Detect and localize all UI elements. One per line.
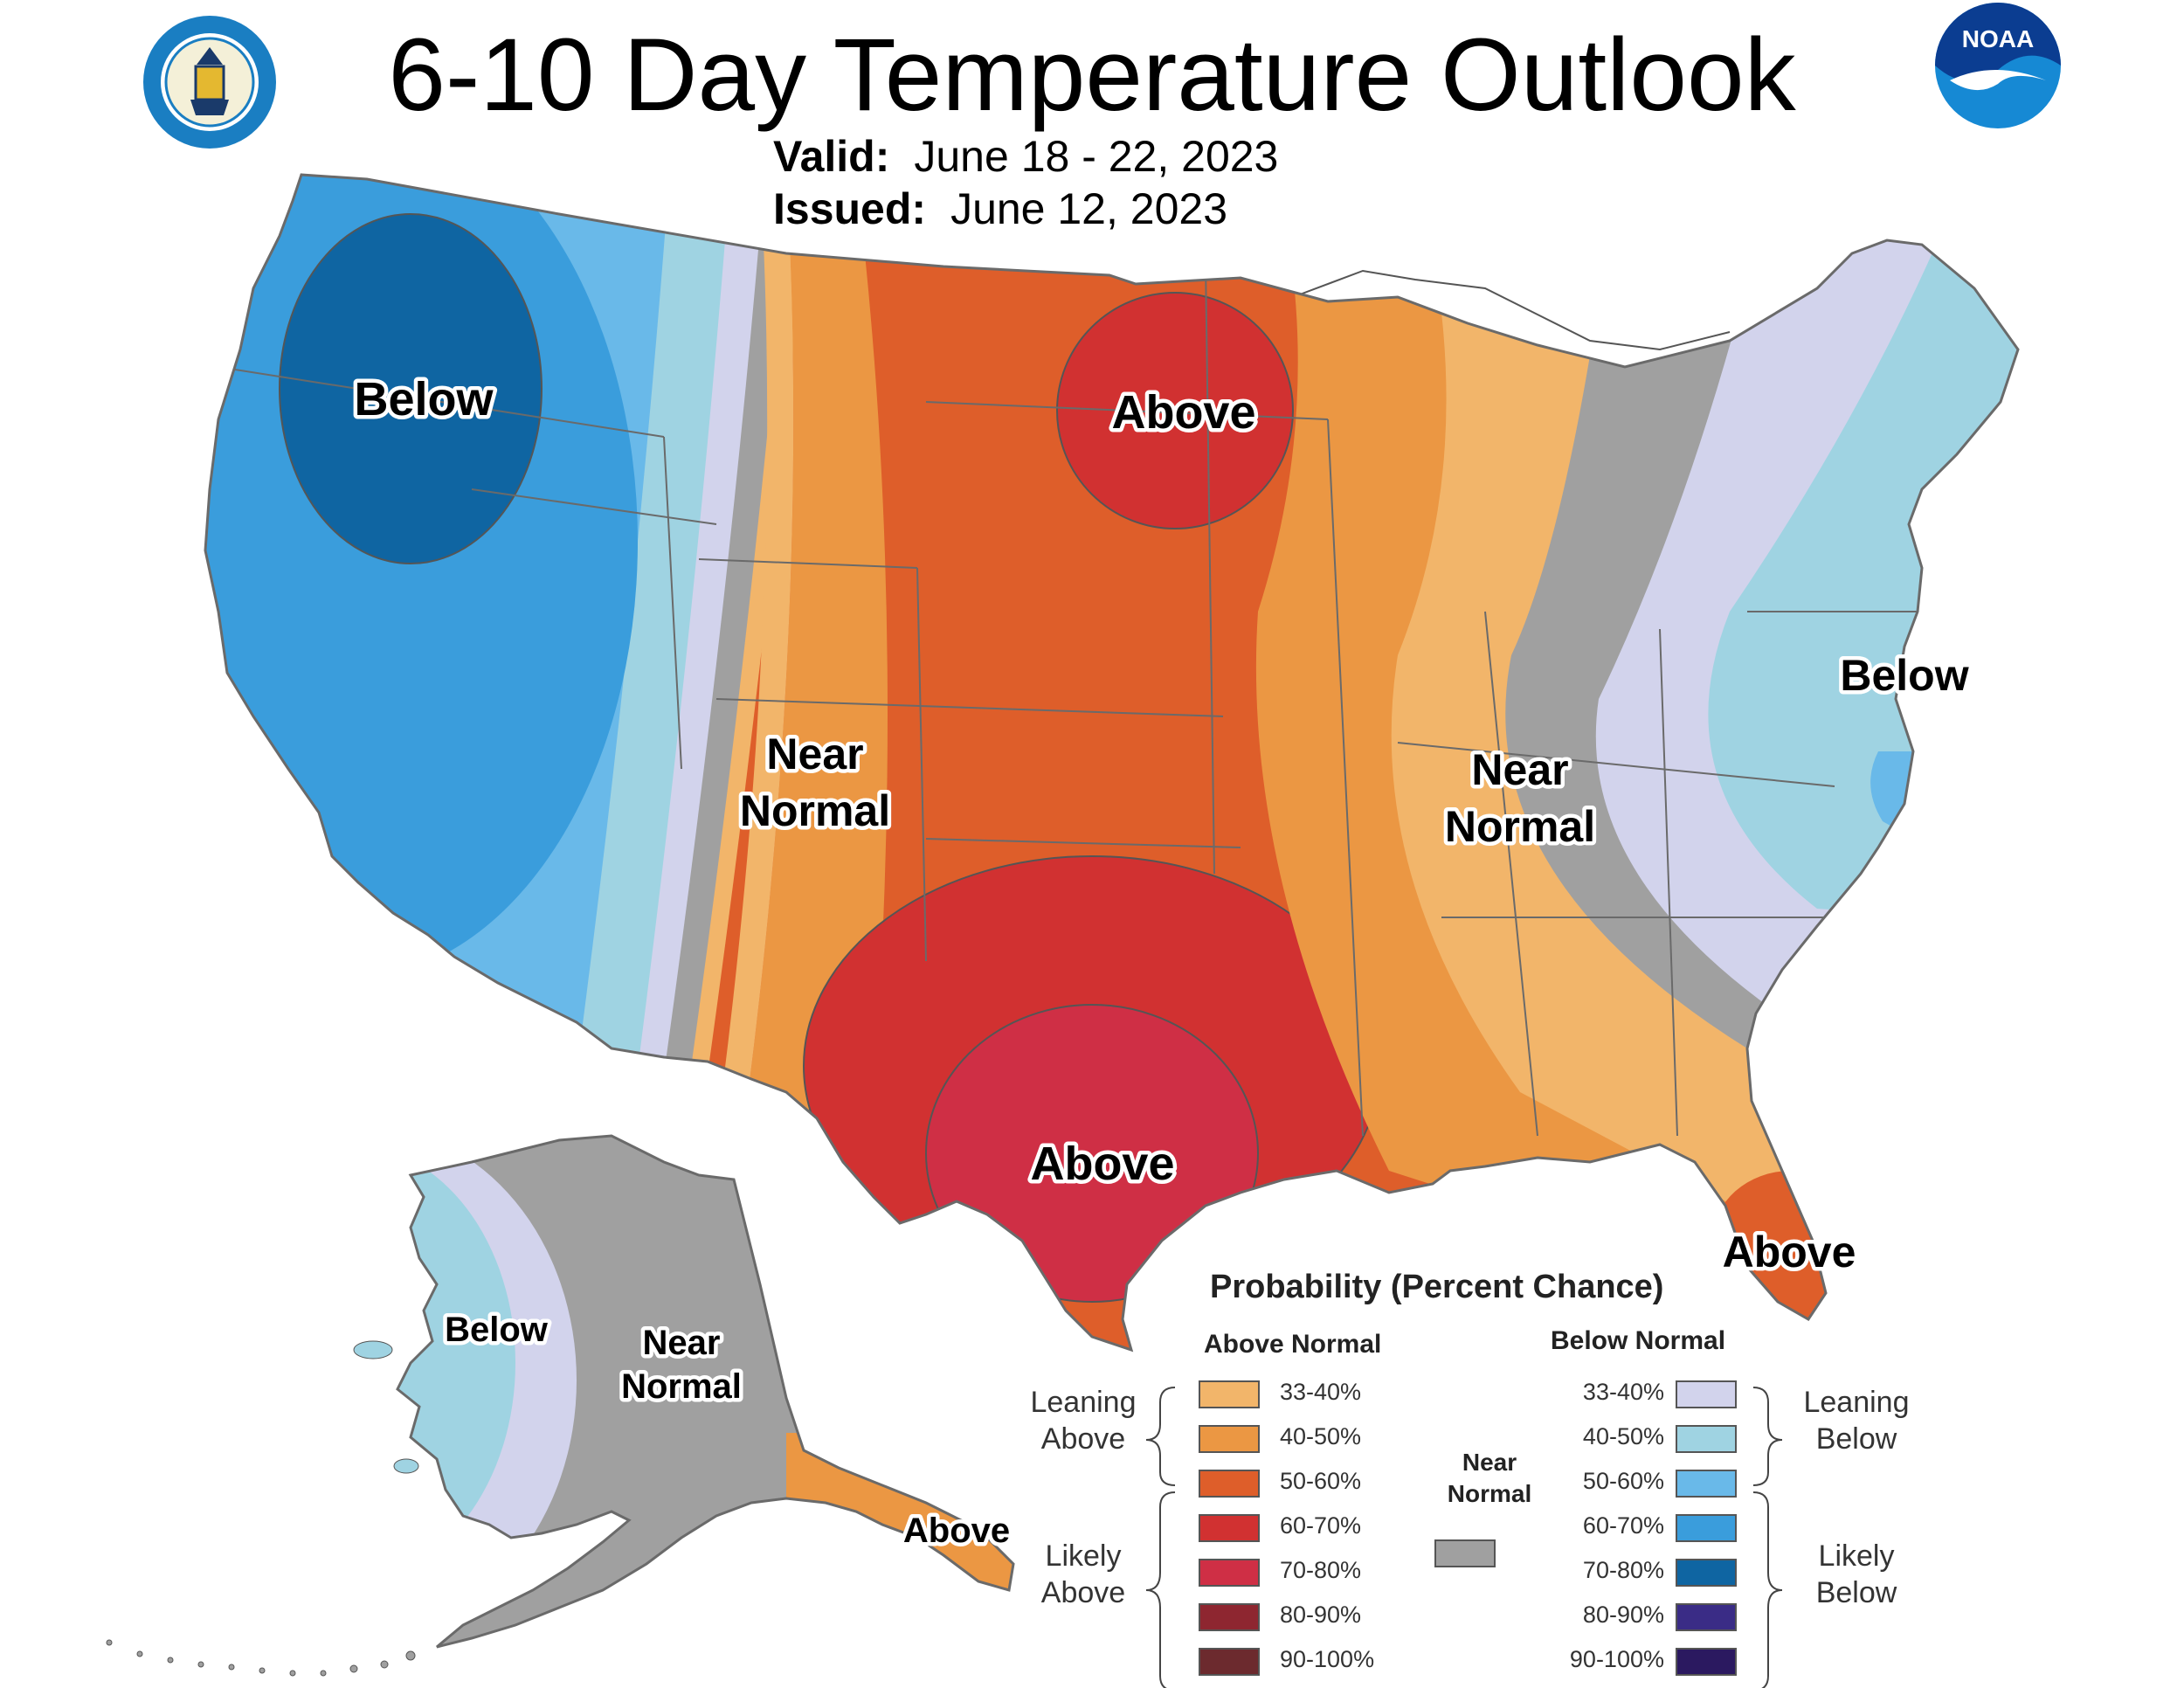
label-east-near-1: Near [1471,745,1568,794]
noaa-logo-icon: NOAA [1935,3,2061,128]
legend-below-label: 80-90% [1582,1602,1664,1628]
label-florida-above: Above [1723,1228,1856,1276]
legend-above-swatch [1199,1425,1260,1453]
legend-below-swatch [1676,1380,1737,1408]
valid-label: Valid: [773,132,890,181]
valid-value: June 18 - 22, 2023 [914,132,1279,181]
legend-below-label: 50-60% [1582,1468,1664,1494]
legend-above-swatch [1199,1470,1260,1498]
label-west-below: Below [354,373,494,425]
legend-above-swatch [1199,1380,1260,1408]
legend-below-label: 40-50% [1582,1423,1664,1449]
legend-above-label: 33-40% [1280,1379,1362,1405]
legend-below-swatch [1676,1603,1737,1631]
legend-above-swatch [1199,1559,1260,1587]
legend-above-swatch [1199,1514,1260,1542]
legend-below-swatch [1676,1425,1737,1453]
legend-above-header: Above Normal [1204,1330,1382,1359]
page-title: 6-10 Day Temperature Outlook [388,17,1796,133]
label-north-above: Above [1111,386,1255,439]
noaa-logo-text: NOAA [1962,25,2034,52]
issued-label: Issued: [773,184,927,233]
label-alaska-near-2: Normal [621,1367,742,1406]
legend-above-label: 90-100% [1280,1646,1375,1672]
legend-above-label: 70-80% [1280,1557,1362,1583]
legend-above-swatch [1199,1648,1260,1676]
legend-above-label: 60-70% [1280,1512,1362,1539]
legend-below-label: 33-40% [1582,1379,1664,1405]
legend-near-header: Near Normal [1447,1449,1532,1507]
issued-date: Issued: June 12, 2023 [773,183,1227,234]
legend-below-label: 90-100% [1569,1646,1664,1672]
label-plains-near-2: Normal [740,786,890,835]
label-east-below: Below [1840,651,1968,700]
label-alaska-below: Below [445,1311,549,1349]
label-texas-above: Above [1030,1138,1174,1190]
legend-likely-below: Likely Below [1815,1539,1897,1609]
issued-value: June 12, 2023 [950,184,1228,233]
legend-below-header: Below Normal [1551,1326,1726,1355]
label-alaska-near-1: Near [643,1324,721,1362]
valid-dates: Valid: June 18 - 22, 2023 [773,131,1278,182]
label-alaska-above: Above [903,1512,1010,1550]
conus-probability-bands [205,175,2018,1350]
legend-above-swatch [1199,1603,1260,1631]
legend-above-label: 50-60% [1280,1468,1362,1494]
legend-below-swatch [1676,1559,1737,1587]
legend-leaning-below: Leaning Below [1803,1386,1910,1456]
legend-below-swatch [1676,1514,1737,1542]
department-of-commerce-seal-icon [143,16,276,149]
legend-braces [1145,1387,1783,1688]
legend-below-label: 60-70% [1582,1512,1664,1539]
legend-above-label: 40-50% [1280,1423,1362,1449]
legend-leaning-above: Leaning Above [1030,1386,1137,1456]
legend-above-label: 80-90% [1280,1602,1362,1628]
legend-likely-above: Likely Above [1040,1539,1126,1609]
legend-below-label: 70-80% [1582,1557,1664,1583]
legend-title: Probability (Percent Chance) [1210,1269,1664,1305]
legend-near-swatch [1434,1539,1496,1567]
legend-below-swatch [1676,1470,1737,1498]
legend-below-swatch [1676,1648,1737,1676]
label-plains-near-1: Near [766,730,863,778]
label-east-near-2: Normal [1445,802,1595,851]
